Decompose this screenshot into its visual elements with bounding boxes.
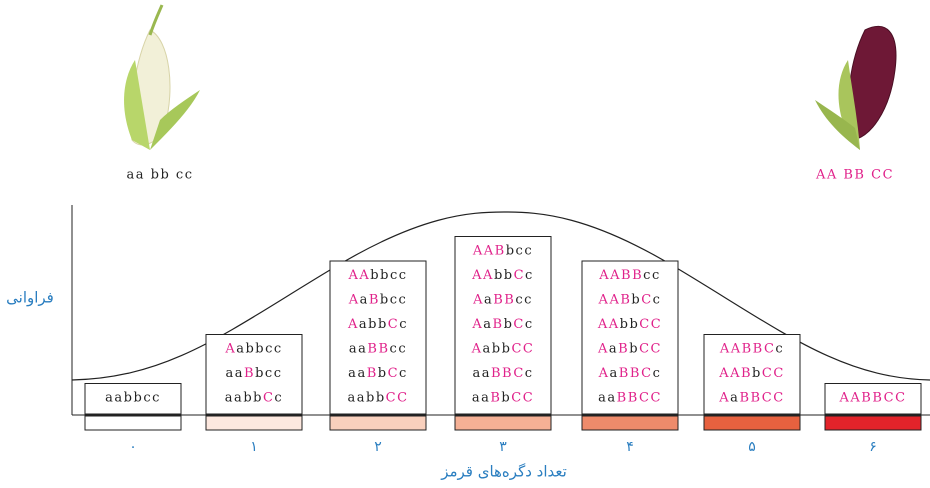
genotype: Aabbcc <box>224 341 282 356</box>
red-corn-label: AA BB CC <box>815 168 894 183</box>
color-strip <box>454 415 552 431</box>
x-axis-label: تعداد دگره‌های قرمز <box>440 463 567 481</box>
genotype: AabbCC <box>471 341 535 356</box>
genotype-box <box>205 334 303 415</box>
white-corn-label: aa bb cc <box>127 168 194 183</box>
column-label: ۰ <box>129 439 137 455</box>
genotype: AAbbCc <box>471 268 534 283</box>
genotype: AABBCC <box>838 390 906 405</box>
genotype: aabbCc <box>225 390 283 405</box>
genotype: aaBBcc <box>349 341 407 356</box>
genotype-box <box>703 334 801 415</box>
genotype-box <box>454 236 552 415</box>
genotype-box <box>824 383 922 415</box>
column-label: ۶ <box>869 439 877 455</box>
genotype: AABbCc <box>598 292 662 307</box>
color-strip <box>205 415 303 431</box>
genotype: AABBcc <box>598 268 660 283</box>
genotype: AABbcc <box>472 243 533 258</box>
genotype: AaBbcc <box>348 292 408 307</box>
genotype: aabbCC <box>347 390 408 405</box>
color-strip <box>84 415 182 431</box>
genotype: AAbbcc <box>348 268 408 283</box>
bell-curve <box>71 211 930 381</box>
genotype: aabbcc <box>105 390 161 405</box>
color-strip <box>703 415 801 431</box>
genotype: AaBBCC <box>718 390 784 405</box>
column-label: ۴ <box>626 439 634 455</box>
genotype: AaBBcc <box>472 292 533 307</box>
genotype: AabbCc <box>347 317 408 332</box>
column-label: ۵ <box>748 439 756 455</box>
color-strip <box>824 415 922 431</box>
column-label: ۳ <box>499 439 507 455</box>
genotype-box <box>84 383 182 415</box>
genotype-box <box>329 260 427 415</box>
column-label: ۱ <box>250 439 258 455</box>
y-axis-label: فراوانی <box>6 289 54 307</box>
color-strip <box>329 415 427 431</box>
genotype: AABBCc <box>719 341 784 356</box>
white-corn <box>124 4 200 150</box>
genotype: AaBBCc <box>598 366 662 381</box>
genotype-box <box>581 260 679 415</box>
column-label: ۲ <box>374 439 382 455</box>
genotype: AaBbCC <box>597 341 662 356</box>
genotype: AAbbCC <box>597 317 662 332</box>
genotype: aaBBCc <box>472 366 533 381</box>
genotype: aaBbCc <box>348 366 408 381</box>
genotype: aaBbcc <box>226 366 283 381</box>
genotype: aaBbCC <box>472 390 534 405</box>
genotype: AABbCC <box>718 366 785 381</box>
genotype: AaBbCc <box>471 317 533 332</box>
color-strip <box>581 415 679 431</box>
genotype: aaBBCC <box>598 390 662 405</box>
red-corn <box>815 25 897 150</box>
